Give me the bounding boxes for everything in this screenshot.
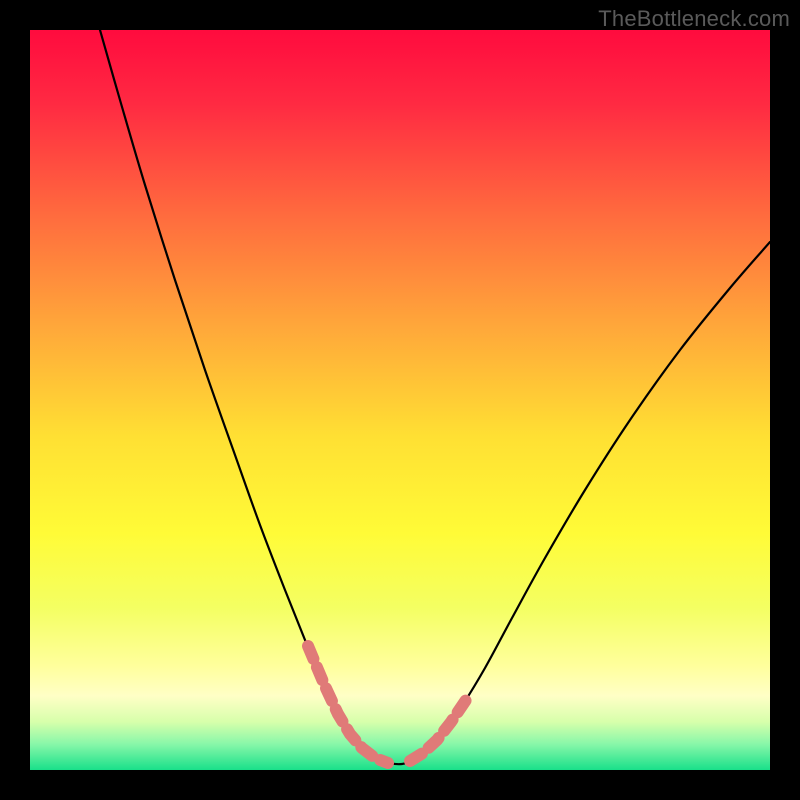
chart-frame: TheBottleneck.com xyxy=(0,0,800,800)
gradient-background xyxy=(30,30,770,770)
watermark-text: TheBottleneck.com xyxy=(598,6,790,32)
bottleneck-chart xyxy=(30,30,770,770)
